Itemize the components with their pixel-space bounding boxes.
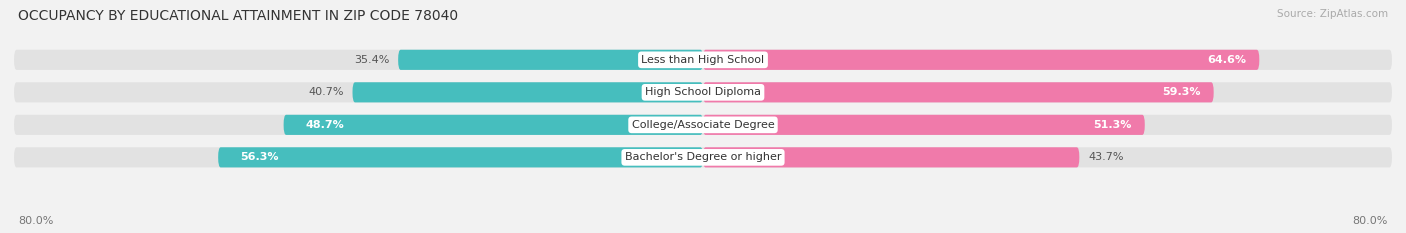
FancyBboxPatch shape [218,147,703,168]
Text: 80.0%: 80.0% [18,216,53,226]
Text: High School Diploma: High School Diploma [645,87,761,97]
FancyBboxPatch shape [703,50,1260,70]
Text: Less than High School: Less than High School [641,55,765,65]
Text: Bachelor's Degree or higher: Bachelor's Degree or higher [624,152,782,162]
Text: 51.3%: 51.3% [1094,120,1132,130]
FancyBboxPatch shape [14,50,1392,70]
Text: 80.0%: 80.0% [1353,216,1388,226]
FancyBboxPatch shape [398,50,703,70]
Text: College/Associate Degree: College/Associate Degree [631,120,775,130]
Text: 35.4%: 35.4% [354,55,389,65]
FancyBboxPatch shape [703,115,1144,135]
Text: 56.3%: 56.3% [239,152,278,162]
FancyBboxPatch shape [353,82,703,103]
FancyBboxPatch shape [14,82,1392,103]
FancyBboxPatch shape [14,115,1392,135]
FancyBboxPatch shape [284,115,703,135]
Text: OCCUPANCY BY EDUCATIONAL ATTAINMENT IN ZIP CODE 78040: OCCUPANCY BY EDUCATIONAL ATTAINMENT IN Z… [18,9,458,23]
Text: 48.7%: 48.7% [305,120,344,130]
Text: 59.3%: 59.3% [1163,87,1201,97]
Text: Source: ZipAtlas.com: Source: ZipAtlas.com [1277,9,1388,19]
FancyBboxPatch shape [703,82,1213,103]
Text: 43.7%: 43.7% [1088,152,1123,162]
Text: 40.7%: 40.7% [308,87,344,97]
Text: 64.6%: 64.6% [1208,55,1246,65]
FancyBboxPatch shape [703,147,1080,168]
FancyBboxPatch shape [14,147,1392,168]
